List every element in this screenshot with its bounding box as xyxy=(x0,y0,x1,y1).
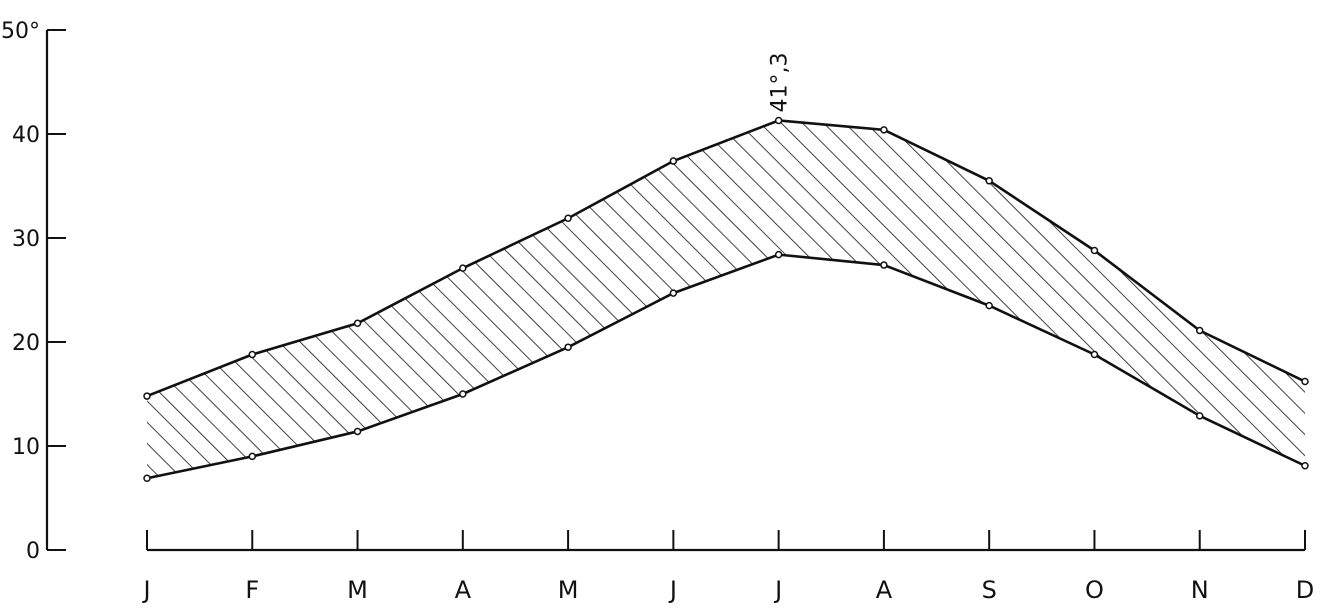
x-tick-label: D xyxy=(1296,576,1314,604)
upper-line xyxy=(146,119,1306,398)
x-tick-label: J xyxy=(141,576,150,604)
y-tick-label: 30 xyxy=(12,227,40,252)
lower-point xyxy=(985,301,993,310)
x-tick-label: A xyxy=(876,576,893,604)
y-tick-label: 50° xyxy=(1,19,40,44)
x-tick-label: N xyxy=(1191,576,1209,604)
x-tick-label: A xyxy=(455,576,472,604)
lower-point xyxy=(353,427,362,436)
x-tick-label: O xyxy=(1085,576,1104,604)
lower-point xyxy=(880,261,888,269)
axes xyxy=(45,29,1306,552)
lower-point xyxy=(564,343,572,351)
upper-point xyxy=(880,126,888,134)
upper-point xyxy=(248,350,257,359)
x-tick-label: M xyxy=(347,576,368,604)
x-tick-label: F xyxy=(245,576,259,604)
y-tick-label: 10 xyxy=(12,435,40,460)
x-tick-label: J xyxy=(668,576,677,604)
y-tick-label: 40 xyxy=(12,123,40,148)
lower-point xyxy=(669,289,678,297)
peak-annotation: 41°,3 xyxy=(768,52,793,112)
lower-line xyxy=(146,253,1306,480)
upper-point xyxy=(459,264,467,272)
upper-point xyxy=(564,214,572,222)
labels: 0 10 20 30 40 50° J F M A M J J A S O N D 41°,3 xyxy=(1,19,1314,604)
upper-point xyxy=(143,392,151,400)
lower-point xyxy=(459,390,467,398)
hatched-band xyxy=(147,120,1305,479)
lower-point xyxy=(1195,412,1204,420)
marks xyxy=(143,116,1309,482)
upper-point xyxy=(1301,377,1309,386)
lower-point xyxy=(248,452,257,461)
y-tick-label: 0 xyxy=(26,539,40,564)
y-tick-label: 20 xyxy=(12,331,40,356)
lower-point xyxy=(1090,350,1099,359)
upper-point xyxy=(353,319,362,328)
upper-point xyxy=(1090,246,1099,255)
lower-point xyxy=(143,474,151,482)
x-tick-label: S xyxy=(982,576,997,604)
upper-point xyxy=(669,157,678,165)
lower-point xyxy=(1301,462,1309,470)
upper-point xyxy=(1195,326,1204,335)
x-tick-label: M xyxy=(558,576,579,604)
upper-point xyxy=(985,177,993,185)
x-tick-label: J xyxy=(773,576,782,604)
upper-point xyxy=(774,116,783,125)
lower-point xyxy=(774,250,783,259)
